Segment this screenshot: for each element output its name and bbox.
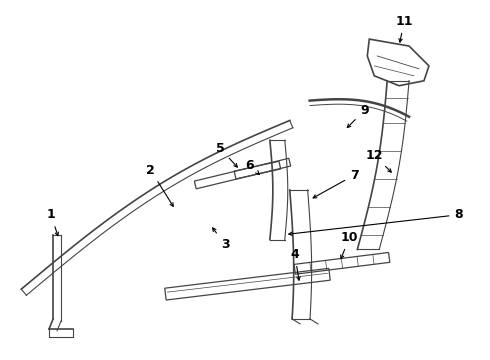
Text: 5: 5 — [216, 142, 237, 167]
Text: 11: 11 — [395, 15, 413, 42]
Text: 3: 3 — [213, 228, 229, 251]
Text: 10: 10 — [341, 231, 358, 258]
Text: 6: 6 — [245, 159, 259, 174]
Text: 1: 1 — [47, 208, 58, 236]
Text: 12: 12 — [366, 149, 392, 172]
Text: 8: 8 — [289, 208, 463, 235]
Text: 9: 9 — [347, 104, 368, 127]
Text: 4: 4 — [291, 248, 300, 280]
Text: 7: 7 — [313, 168, 359, 198]
Text: 2: 2 — [146, 163, 173, 206]
